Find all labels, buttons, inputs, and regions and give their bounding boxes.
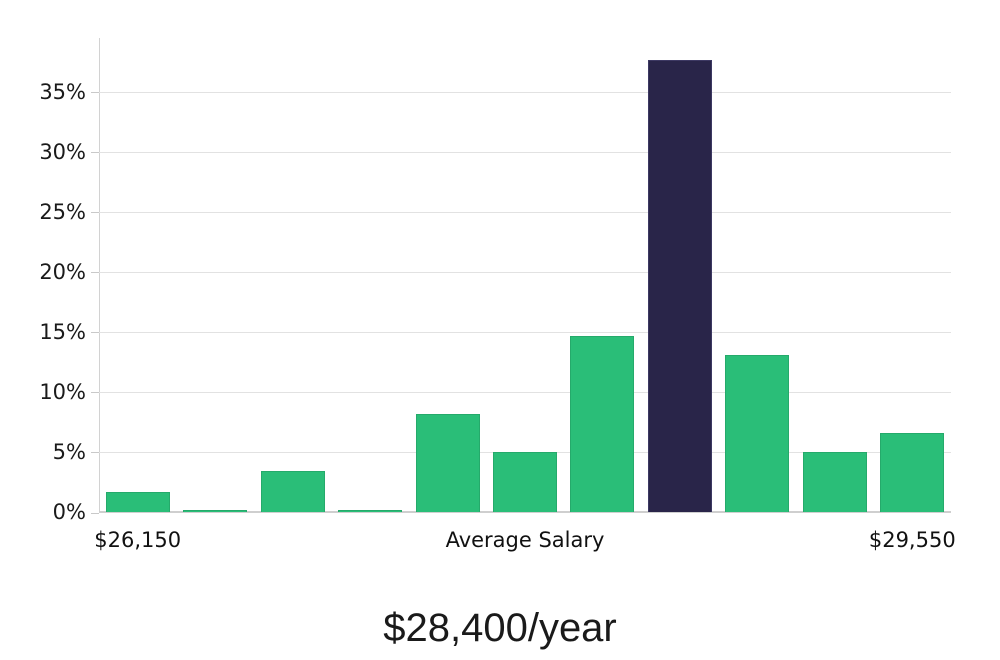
y-tick-mark [91,331,99,333]
y-tick-mark [91,211,99,213]
x-axis-label: $29,550 [868,528,956,552]
bar [415,413,480,512]
y-tick-label: 20% [39,260,86,284]
y-tick-mark [91,451,99,453]
y-tick-label: 0% [52,500,86,524]
bar [880,432,945,512]
y-tick-label: 35% [39,80,86,104]
bar [105,491,170,512]
plot-area [99,38,951,512]
y-tick-mark [91,512,99,514]
bar [570,335,635,512]
gridline-25 [99,212,951,213]
bar [338,509,403,512]
gridline-30 [99,152,951,153]
gridline-35 [99,92,951,93]
x-axis-label: $26,150 [94,528,182,552]
gridline-20 [99,272,951,273]
y-tick-mark [91,271,99,273]
y-tick-mark [91,391,99,393]
y-tick-label: 5% [52,440,86,464]
bar [260,471,325,512]
gridline-10 [99,392,951,393]
chart-title: $28,400/year [383,606,617,650]
y-tick-label: 10% [39,380,86,404]
y-tick-label: 15% [39,320,86,344]
y-tick-label: 25% [39,200,86,224]
y-tick-mark [91,151,99,153]
x-axis-line [99,511,951,513]
x-axis-label: Average Salary [445,528,605,552]
gridline-15 [99,332,951,333]
bar [725,354,790,512]
bar-highlighted [647,59,712,512]
bar [493,452,557,512]
bar [802,452,867,512]
y-tick-mark [91,91,99,93]
y-tick-label: 30% [39,140,86,164]
bar [183,509,248,512]
y-axis-line [99,38,100,512]
